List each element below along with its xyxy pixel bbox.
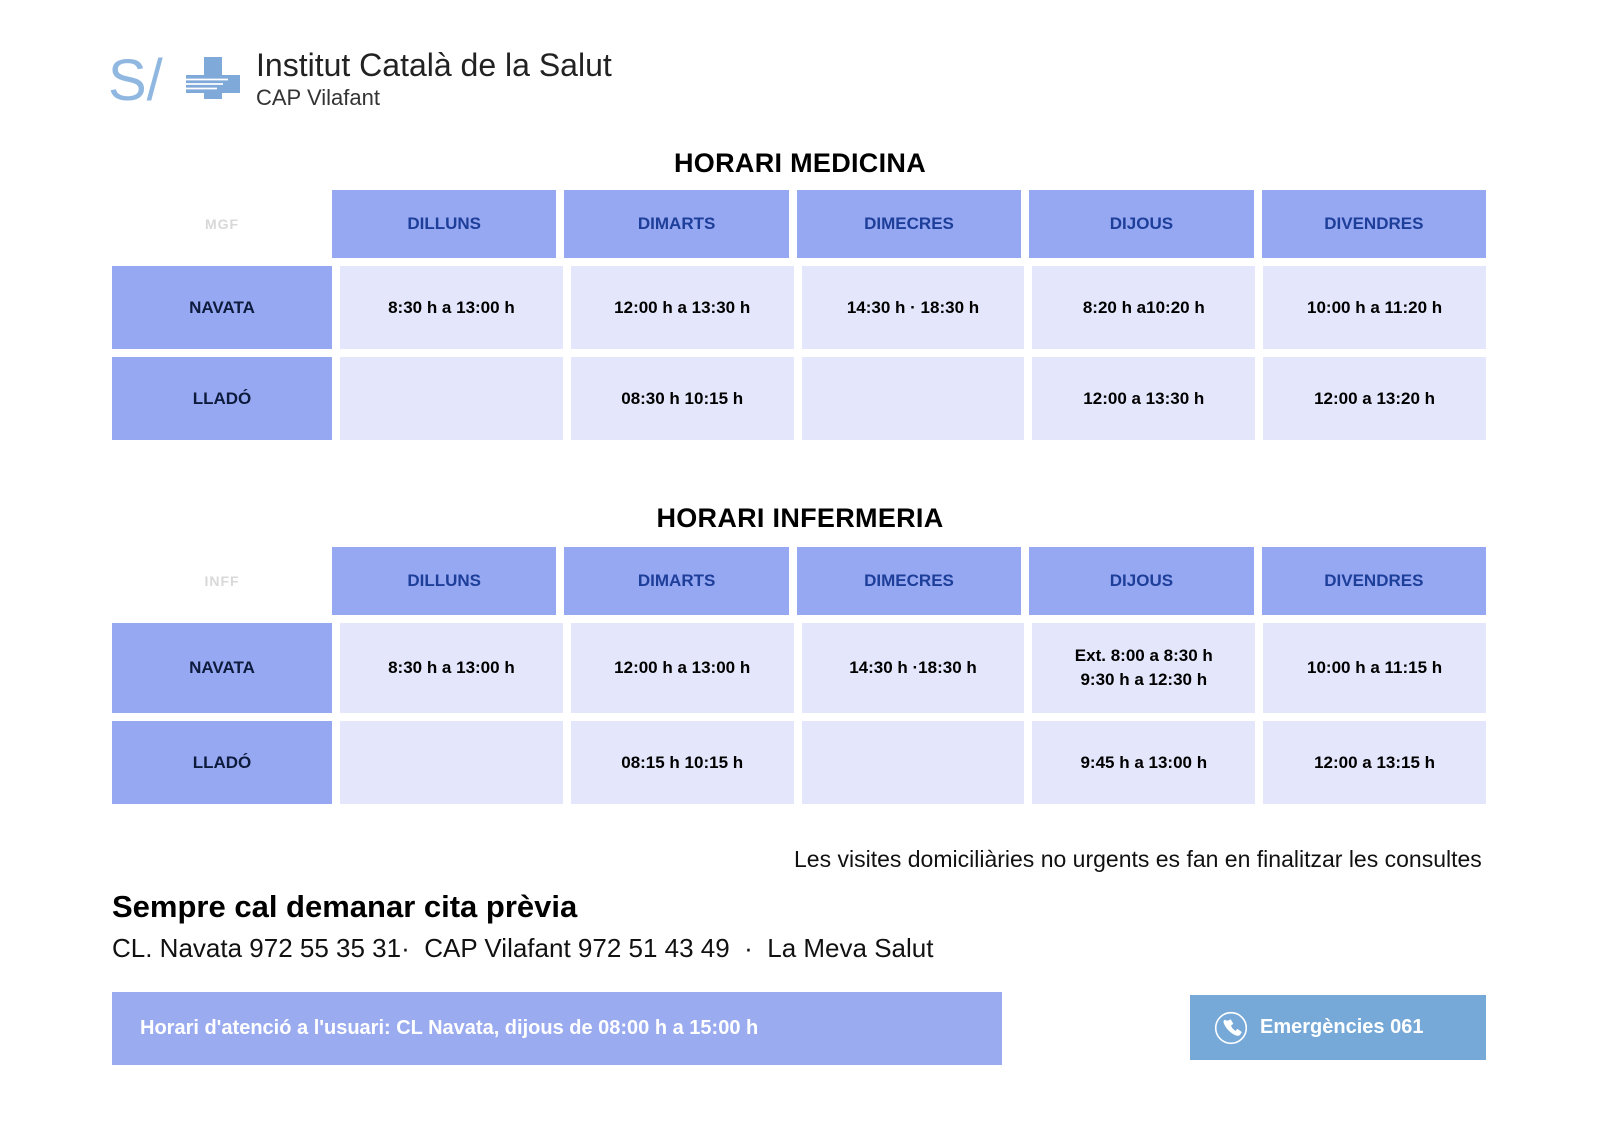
- svg-text:Institut Català de la Salut: Institut Català de la Salut: [256, 47, 612, 83]
- svg-text:CAP Vilafant: CAP Vilafant: [256, 85, 380, 110]
- svg-text:S/: S/: [108, 48, 164, 113]
